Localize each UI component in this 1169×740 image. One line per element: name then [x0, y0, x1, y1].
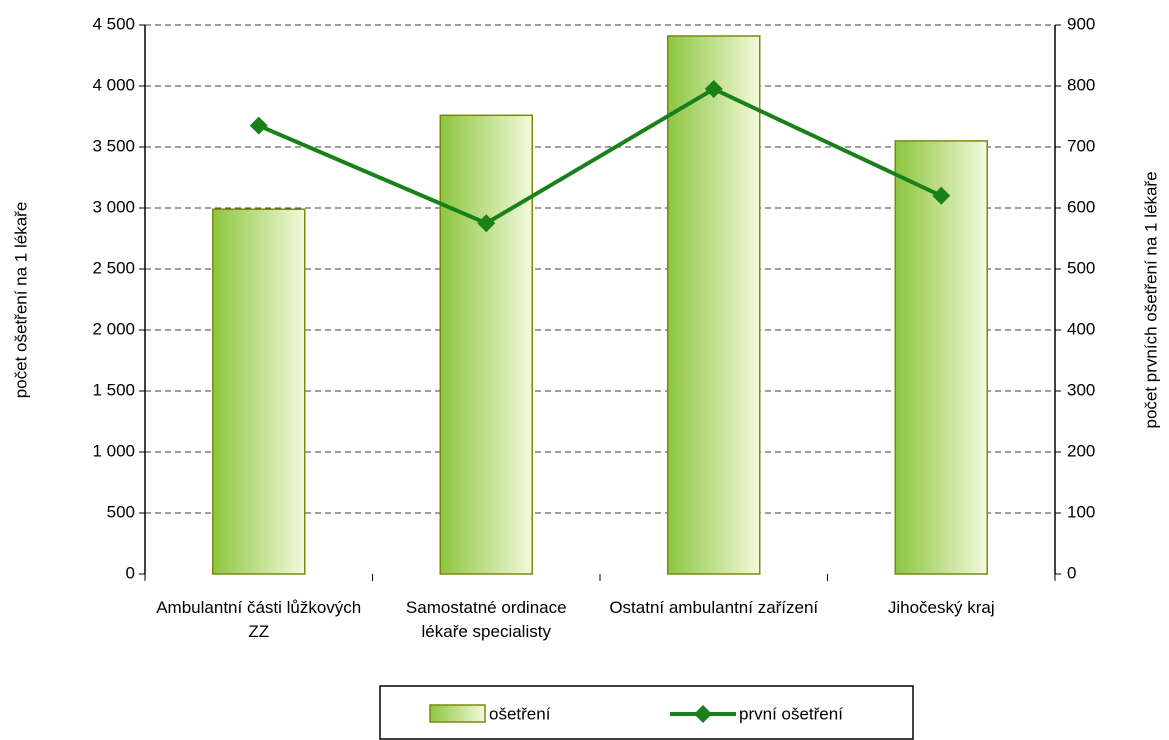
marker — [249, 116, 268, 135]
marker — [704, 80, 723, 99]
y2-axis-label: počet prvních ošetření na 1 lékaře — [1141, 171, 1160, 428]
legend-label: první ošetření — [739, 704, 843, 723]
y2-tick-label: 500 — [1067, 258, 1095, 277]
y2-tick-label: 400 — [1067, 319, 1095, 338]
y-tick-label: 4 500 — [92, 14, 135, 33]
y-tick-label: 3 000 — [92, 197, 135, 216]
y2-tick-label: 800 — [1067, 75, 1095, 94]
y2-tick-label: 100 — [1067, 502, 1095, 521]
y-tick-label: 500 — [107, 502, 135, 521]
x-tick-label: Samostatné ordinace lékaře specialisty — [405, 598, 567, 641]
bar — [439, 114, 533, 575]
y-tick-label: 2 500 — [92, 258, 135, 277]
y-axis-label: počet ošetření na 1 lékaře — [11, 202, 30, 399]
y2-tick-label: 300 — [1067, 380, 1095, 399]
legend-marker — [694, 705, 712, 723]
marker — [477, 214, 496, 233]
y-tick-label: 1 000 — [92, 441, 135, 460]
x-tick-label: Jihočeský kraj — [887, 598, 995, 617]
y-tick-label: 2 000 — [92, 319, 135, 338]
y-tick-label: 3 500 — [92, 136, 135, 155]
legend-label: ošetření — [489, 704, 551, 723]
marker — [932, 186, 951, 205]
y2-tick-label: 0 — [1067, 563, 1076, 582]
y-tick-label: 0 — [126, 563, 135, 582]
bar — [667, 35, 761, 575]
x-tick-label: Ostatní ambulantní zařízení — [609, 598, 819, 617]
y-tick-label: 1 500 — [92, 380, 135, 399]
y2-tick-label: 900 — [1067, 14, 1095, 33]
x-tick-label: Ambulantní části lůžkových ZZ — [156, 598, 362, 641]
y2-tick-label: 600 — [1067, 197, 1095, 216]
bar — [212, 208, 306, 575]
y2-tick-label: 200 — [1067, 441, 1095, 460]
y-tick-label: 4 000 — [92, 75, 135, 94]
legend-swatch — [429, 704, 486, 723]
line — [257, 86, 943, 226]
bar — [894, 140, 988, 575]
y2-tick-label: 700 — [1067, 136, 1095, 155]
